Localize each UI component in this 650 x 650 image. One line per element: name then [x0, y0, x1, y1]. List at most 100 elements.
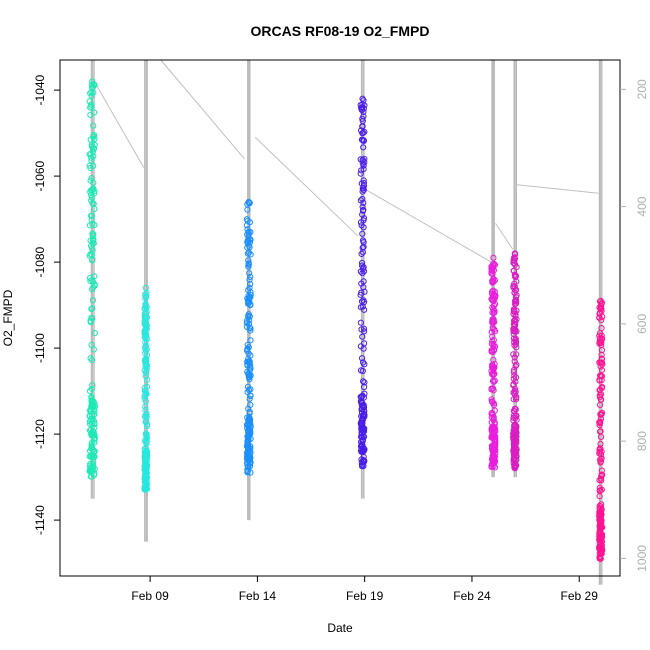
data-point — [88, 473, 95, 480]
y2-tick-label: 800 — [635, 431, 649, 451]
transit-line-3 — [364, 188, 492, 263]
y-tick-label: -1140 — [33, 505, 47, 535]
data-point — [490, 310, 497, 317]
data-point — [88, 251, 95, 258]
data-point — [512, 338, 520, 345]
data-point — [513, 278, 520, 285]
data-point — [598, 396, 605, 403]
data-point — [243, 320, 250, 327]
y-tick-label: -1100 — [33, 333, 47, 363]
data-point — [512, 318, 519, 325]
data-point — [510, 257, 517, 264]
data-point — [87, 355, 94, 362]
data-point — [360, 180, 367, 187]
data-point — [360, 297, 367, 304]
data-point — [360, 166, 367, 173]
data-point — [89, 247, 96, 254]
x-tick-label: Feb 29 — [561, 589, 599, 603]
data-point — [91, 432, 98, 439]
data-point — [88, 143, 96, 150]
data-point — [245, 417, 252, 424]
y-tick-label: -1080 — [33, 246, 47, 277]
data-point — [358, 429, 365, 436]
data-point — [488, 385, 495, 392]
data-point — [360, 113, 367, 120]
data-point — [89, 230, 96, 237]
data-point — [598, 535, 605, 543]
data-point — [142, 343, 149, 350]
data-point — [491, 261, 498, 268]
data-point — [488, 347, 495, 354]
data-point — [141, 446, 148, 453]
data-point — [143, 422, 151, 430]
data-point — [143, 480, 150, 487]
data-point — [597, 459, 604, 466]
data-point — [143, 334, 150, 341]
data-point — [598, 351, 605, 358]
data-point — [90, 346, 97, 353]
data-point — [142, 329, 149, 336]
data-point — [358, 326, 365, 333]
data-point — [90, 446, 97, 453]
data-point — [90, 133, 97, 141]
data-point — [512, 374, 520, 381]
data-point — [596, 304, 603, 311]
data-point — [87, 388, 94, 395]
data-point — [86, 98, 93, 105]
data-point — [511, 464, 518, 471]
data-point — [361, 383, 368, 391]
transit-line-5 — [516, 184, 599, 194]
data-point — [142, 373, 149, 380]
data-point — [245, 311, 252, 318]
data-point — [88, 157, 95, 164]
data-point — [510, 267, 517, 274]
data-point — [360, 268, 368, 275]
data-point — [510, 455, 518, 463]
data-point — [597, 419, 604, 426]
data-point — [245, 386, 252, 393]
data-point — [510, 414, 517, 421]
x-tick-label: Feb 24 — [453, 589, 491, 603]
data-point — [247, 281, 254, 288]
data-point — [89, 297, 97, 304]
transit-lines — [93, 59, 599, 263]
data-point — [87, 317, 94, 324]
data-point — [91, 435, 98, 442]
data-point — [489, 304, 496, 311]
data-point — [360, 144, 367, 151]
data-point — [246, 416, 253, 423]
data-point — [598, 355, 606, 362]
data-point — [141, 320, 148, 327]
data-point — [490, 368, 497, 375]
data-point — [245, 257, 252, 264]
data-point — [247, 454, 254, 461]
data-point — [488, 328, 495, 336]
data-point — [598, 501, 605, 508]
transit-line-2 — [254, 137, 359, 237]
data-point — [359, 130, 366, 137]
data-point — [357, 197, 364, 204]
data-point — [598, 473, 605, 480]
data-point — [357, 170, 364, 177]
data-point — [511, 271, 519, 278]
data-point — [596, 521, 603, 529]
data-point — [244, 459, 251, 466]
data-point — [244, 206, 251, 213]
data-point — [598, 335, 606, 342]
data-point — [511, 342, 518, 349]
data-point — [142, 406, 149, 414]
data-point — [244, 421, 251, 428]
data-point — [244, 469, 251, 476]
data-point — [360, 224, 367, 231]
data-point — [597, 372, 604, 379]
data-point — [489, 365, 496, 372]
data-point — [357, 319, 364, 326]
data-point — [142, 326, 149, 333]
x-tick-label: Feb 14 — [239, 589, 277, 603]
data-point — [489, 458, 497, 465]
data-point — [88, 212, 96, 219]
data-point — [89, 305, 96, 312]
data-point — [88, 101, 95, 108]
data-point — [88, 89, 95, 96]
data-point — [87, 104, 94, 111]
